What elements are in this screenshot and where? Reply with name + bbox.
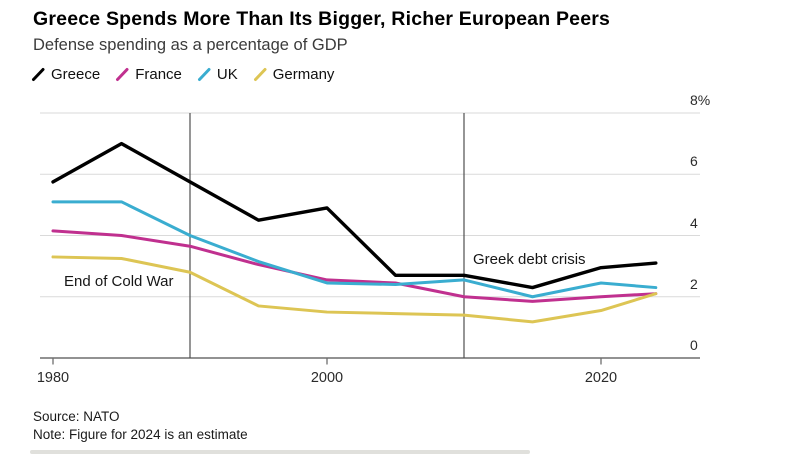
bottom-artifact-bar [30,450,530,454]
legend-slash-icon-germany [253,68,267,81]
annotation-end-of-cold-war: End of Cold War [64,273,174,290]
annotation-greek-debt-crisis: Greek debt crisis [473,251,586,268]
legend-label: UK [216,66,238,83]
legend-slash-icon-greece [32,68,45,81]
x-tick-label-2000: 2000 [311,370,343,386]
chart-legend: Greece France UK Germany [31,66,334,83]
y-tick-label-6: 6 [690,153,698,170]
series-line-uk [51,200,658,299]
y-tick-label-4: 4 [690,214,698,231]
source-note: Source: NATO [33,409,120,424]
chart-footer: Source: NATO Note: Figure for 2024 is an… [33,408,248,444]
x-tick-label-1980: 1980 [37,370,69,386]
y-tick-label-0: 0 [690,337,698,353]
legend-slash-icon-france [116,68,129,81]
estimate-note: Note: Figure for 2024 is an estimate [33,427,248,442]
chart-subtitle: Defense spending as a percentage of GDP [33,36,348,54]
legend-item-uk: UK [197,66,238,83]
legend-label: Greece [51,66,101,83]
y-tick-label-2: 2 [690,275,698,292]
series-line-france [51,229,658,303]
legend-slash-icon-uk [197,68,211,81]
page-title: Greece Spends More Than Its Bigger, Rich… [33,8,611,30]
legend-item-france: France [115,66,182,83]
x-tick-label-2020: 2020 [585,370,617,386]
series-line-greece [51,141,658,290]
y-tick-label-8: 8% [690,92,711,108]
legend-label: Germany [272,66,335,83]
legend-item-greece: Greece [31,66,100,83]
legend-item-germany: Germany [253,66,335,83]
series-line-germany [51,255,658,324]
legend-label: France [135,66,182,83]
